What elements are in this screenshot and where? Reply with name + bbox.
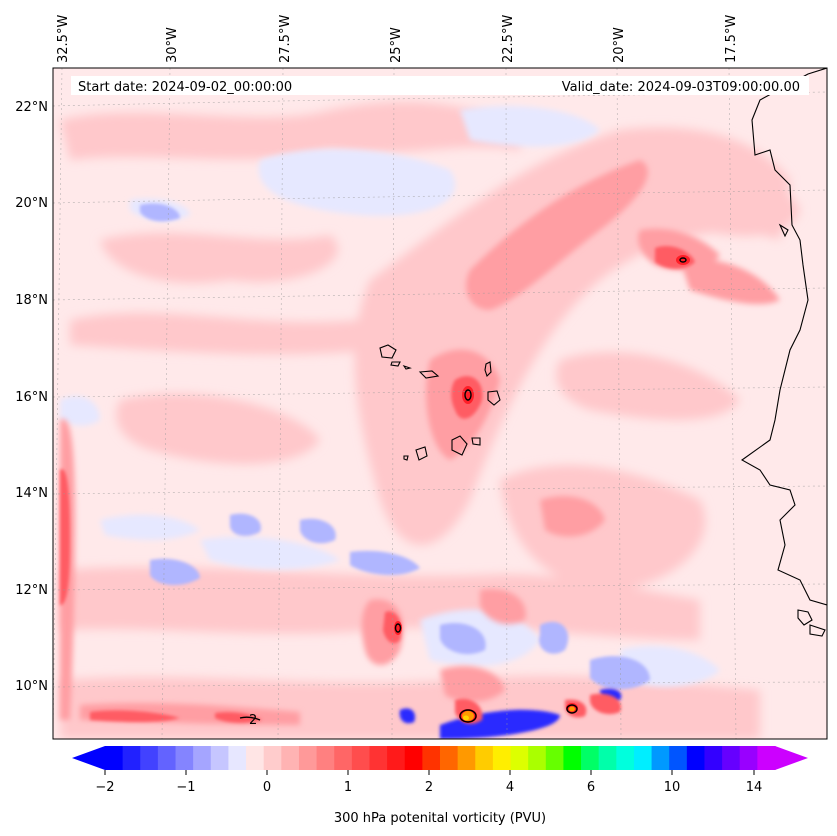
colorbar-cell: [598, 746, 617, 770]
colorbar-cell: [334, 746, 353, 770]
colorbar-cell: [316, 746, 335, 770]
colorbar-cells: [105, 746, 776, 770]
colorbar-cell: [228, 746, 247, 770]
colorbar-cell: [351, 746, 371, 770]
coastline: [740, 68, 827, 637]
colorbar-cell: [122, 746, 141, 770]
colorbar-cell: [457, 746, 476, 770]
colorbar-cell: [193, 746, 212, 770]
lat-label-22n: 22°N: [15, 100, 48, 115]
valid-date: Valid_date: 2024-09-03T09:00:00.00: [562, 80, 800, 95]
colorbar-cell: [404, 746, 423, 770]
colorbar-cell: [369, 746, 388, 770]
pv-field-peaks: [462, 706, 575, 721]
colorbar-cell: [492, 746, 512, 770]
lon-label-25w: 25°W: [389, 27, 404, 63]
map-panel: 2: [53, 68, 827, 739]
colorbar-cell: [757, 746, 776, 770]
colorbar-tick-neg2: −2: [95, 780, 114, 795]
latitude-labels: 22°N 20°N 18°N 16°N 14°N 12°N 10°N: [15, 100, 48, 694]
lat-label-12n: 12°N: [15, 583, 48, 598]
pv-field-light-blue: [60, 106, 720, 687]
colorbar-cell: [298, 746, 318, 770]
colorbar-cell: [545, 746, 565, 770]
colorbar-tick-6: 6: [587, 780, 595, 795]
colorbar-cell: [175, 746, 194, 770]
colorbar-cell: [528, 746, 547, 770]
colorbar-tick-marks: [104, 770, 755, 775]
lon-label-30w: 30°W: [165, 27, 180, 63]
colorbar-cell: [440, 746, 459, 770]
lon-label-20w: 20°W: [612, 27, 627, 63]
colorbar-tick-1: 1: [344, 780, 352, 795]
colorbar-cell: [722, 746, 741, 770]
colorbar-tick-2: 2: [425, 780, 433, 795]
colorbar-cell: [246, 746, 265, 770]
pv-2-contours: [239, 257, 687, 723]
contour-label: 2: [249, 713, 257, 728]
lat-label-16n: 16°N: [15, 390, 48, 405]
islands: [379, 344, 501, 461]
colorbar-cell: [263, 746, 282, 770]
colorbar-cell: [686, 746, 706, 770]
colorbar-cell: [633, 746, 653, 770]
colorbar-tick-4: 4: [506, 780, 514, 795]
colorbar-max-extend: [775, 746, 808, 770]
colorbar-cell: [651, 746, 670, 770]
colorbar-cell: [669, 746, 688, 770]
lon-label-27-5w: 27.5°W: [278, 15, 293, 63]
colorbar: −2 −1 0 1 2 4 6 10 14 300 hPa potenital …: [72, 746, 808, 826]
colorbar-tick-10: 10: [664, 780, 681, 795]
map-frame: [52, 67, 828, 740]
colorbar-min-extend: [72, 746, 105, 770]
colorbar-cell: [510, 746, 529, 770]
colorbar-cell: [422, 746, 441, 770]
colorbar-tick-14: 14: [746, 780, 763, 795]
colorbar-label: 300 hPa potenital vorticity (PVU): [334, 811, 546, 826]
lat-label-18n: 18°N: [15, 293, 48, 308]
lon-label-17-5w: 17.5°W: [724, 15, 739, 63]
lon-label-22-5w: 22.5°W: [501, 15, 516, 63]
colorbar-cell: [616, 746, 635, 770]
colorbar-tick-neg1: −1: [176, 780, 195, 795]
pv-field-blue: [140, 203, 650, 690]
lat-label-14n: 14°N: [15, 486, 48, 501]
colorbar-cell: [704, 746, 723, 770]
colorbar-cell: [563, 746, 582, 770]
colorbar-cell: [105, 746, 124, 770]
colorbar-cell: [210, 746, 230, 770]
colorbar-cell: [739, 746, 758, 770]
colorbar-cell: [581, 746, 600, 770]
colorbar-cell: [387, 746, 406, 770]
longitude-labels: 32.5°W 30°W 27.5°W 25°W 22.5°W 20°W 17.5…: [56, 15, 739, 63]
lon-label-32-5w: 32.5°W: [56, 15, 71, 63]
colorbar-tick-0: 0: [263, 780, 271, 795]
colorbar-cell: [140, 746, 159, 770]
start-date: Start date: 2024-09-02_00:00:00: [78, 80, 292, 95]
colorbar-cell: [157, 746, 177, 770]
colorbar-cell: [281, 746, 300, 770]
lat-label-20n: 20°N: [15, 196, 48, 211]
info-box: [71, 76, 809, 95]
lat-label-10n: 10°N: [15, 679, 48, 694]
colorbar-cell: [475, 746, 494, 770]
